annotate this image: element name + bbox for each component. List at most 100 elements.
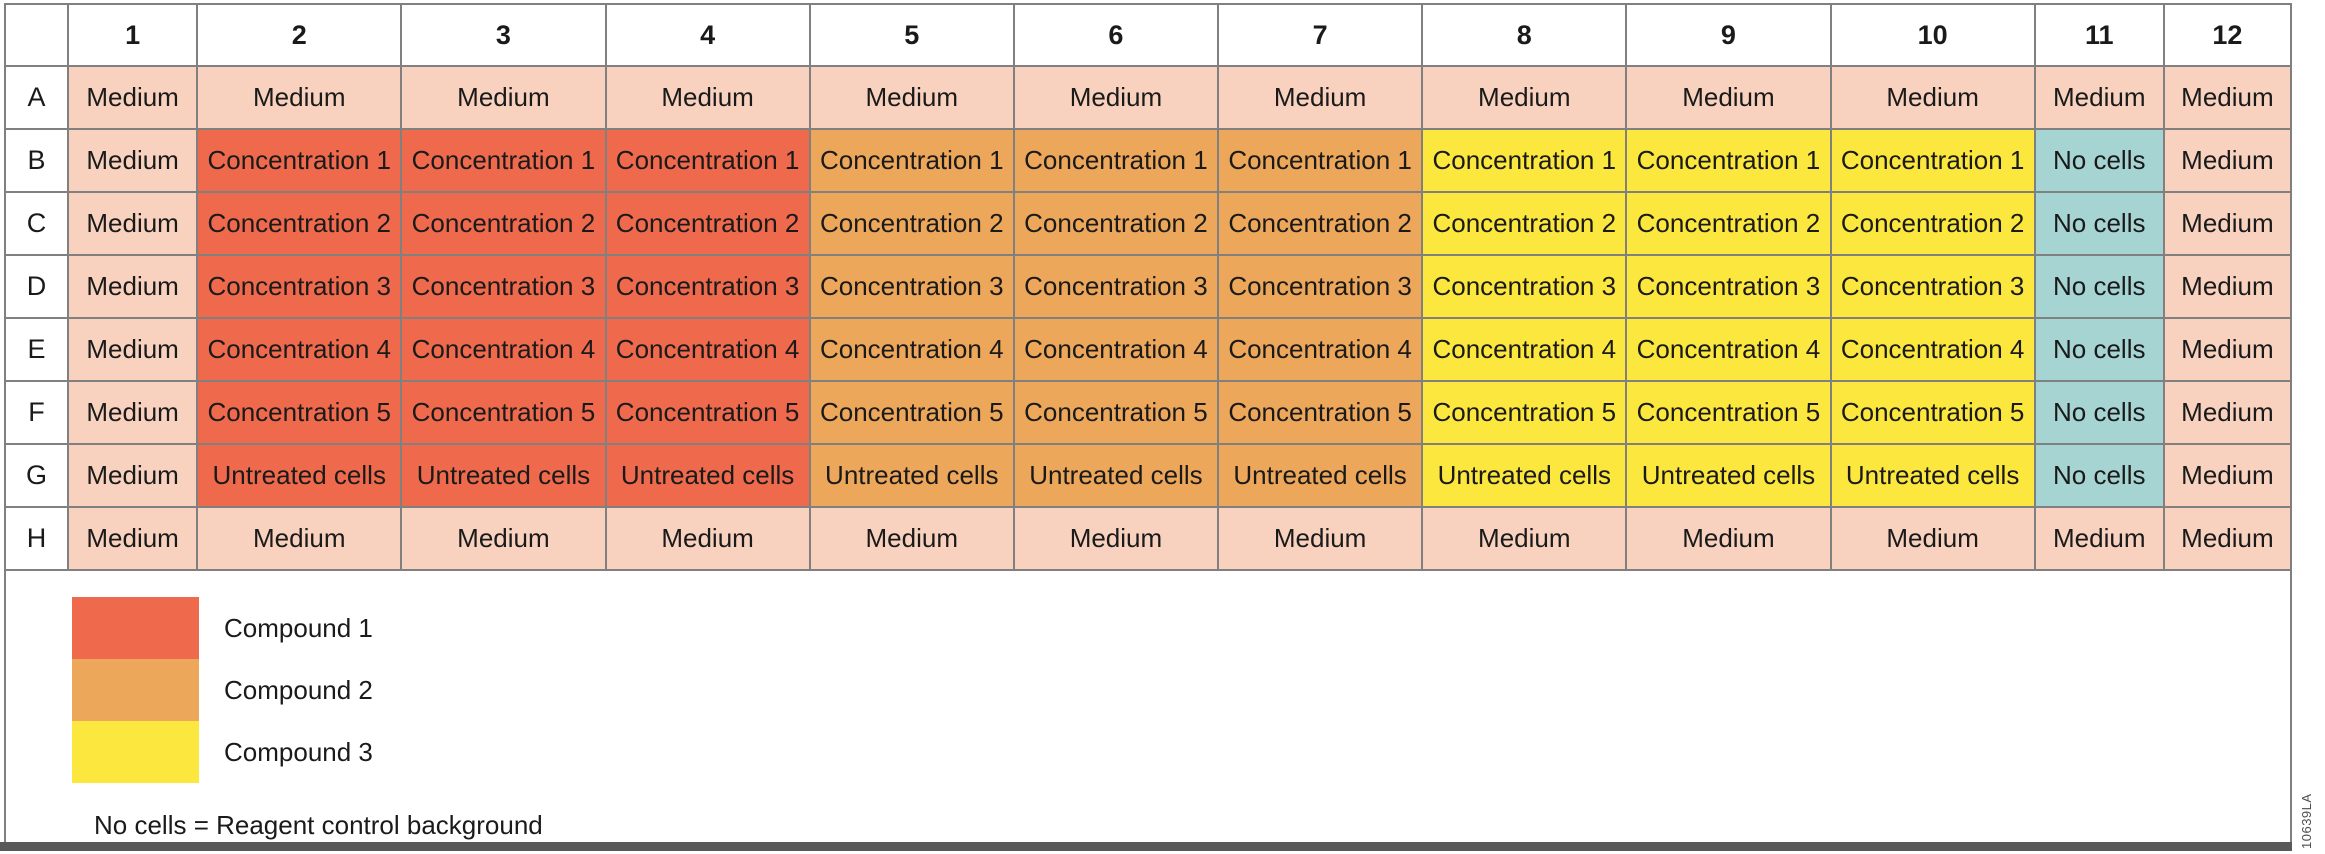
- plate-row-F: F Medium Concentration 5 Concentration 5 Con…: [3, 380, 2293, 445]
- well-C7: Concentration 2: [1217, 191, 1424, 256]
- well-H3: Medium: [400, 506, 607, 571]
- well-A2: Medium: [196, 65, 403, 130]
- plate-row-E: E Medium Concentration 4 Concentration 4 Con…: [3, 317, 2293, 382]
- well-E9: Concentration 4: [1625, 317, 1832, 382]
- well-C8: Concentration 2: [1421, 191, 1628, 256]
- well-E2: Concentration 4: [196, 317, 403, 382]
- plate-header: 1 2 3 4 5 6 7 8 9 10 11 12: [3, 3, 2293, 67]
- row-header-A: A: [3, 65, 70, 130]
- well-F2: Concentration 5: [196, 380, 403, 445]
- well-C1: Medium: [67, 191, 199, 256]
- well-C5: Concentration 2: [808, 191, 1015, 256]
- well-D8: Concentration 3: [1421, 254, 1628, 319]
- legend-item-2: Compound 2: [6, 659, 606, 721]
- plate-table: 1 2 3 4 5 6 7 8 9 10 11 12 A Medium Medium Medium Mediu…: [3, 3, 2293, 571]
- legend-swatch-compound2: [72, 659, 199, 721]
- well-A12: Medium: [2162, 65, 2293, 130]
- legend-swatch-compound3: [72, 721, 199, 783]
- plate-row-C: C Medium Concentration 2 Concentration 2 Con…: [3, 191, 2293, 256]
- well-C6: Concentration 2: [1012, 191, 1220, 256]
- well-B12: Medium: [2162, 128, 2293, 193]
- col-header-8: 8: [1421, 3, 1628, 67]
- well-B1: Medium: [67, 128, 199, 193]
- col-header-5: 5: [808, 3, 1015, 67]
- bottom-rule: [0, 842, 2292, 851]
- well-A1: Medium: [67, 65, 199, 130]
- well-E4: Concentration 4: [604, 317, 811, 382]
- figure-border-box: 1 2 3 4 5 6 7 8 9 10 11 12 A Medium Medium Medium Mediu…: [3, 3, 2293, 845]
- well-D9: Concentration 3: [1625, 254, 1832, 319]
- legend-item-1: Compound 1: [6, 597, 606, 659]
- well-G2: Untreated cells: [196, 443, 403, 508]
- col-header-1: 1: [67, 3, 199, 67]
- well-C3: Concentration 2: [400, 191, 607, 256]
- well-B8: Concentration 1: [1421, 128, 1628, 193]
- well-A4: Medium: [604, 65, 811, 130]
- well-G6: Untreated cells: [1012, 443, 1220, 508]
- well-A5: Medium: [808, 65, 1015, 130]
- well-E7: Concentration 4: [1217, 317, 1424, 382]
- well-E5: Concentration 4: [808, 317, 1015, 382]
- well-B10: Concentration 1: [1829, 128, 2036, 193]
- well-E6: Concentration 4: [1012, 317, 1220, 382]
- well-D10: Concentration 3: [1829, 254, 2036, 319]
- well-E10: Concentration 4: [1829, 317, 2036, 382]
- well-A9: Medium: [1625, 65, 1832, 130]
- well-H5: Medium: [808, 506, 1015, 571]
- well-F10: Concentration 5: [1829, 380, 2036, 445]
- well-D3: Concentration 3: [400, 254, 607, 319]
- well-H11: Medium: [2033, 506, 2165, 571]
- well-H10: Medium: [1829, 506, 2036, 571]
- col-header-4: 4: [604, 3, 811, 67]
- plate-row-H: H Medium Medium Medium Medium Medium Medium Med…: [3, 506, 2293, 571]
- row-header-G: G: [3, 443, 70, 508]
- legend-label: Compound 2: [224, 675, 373, 705]
- figure-id-watermark: 10639LA: [2299, 793, 2314, 849]
- well-F12: Medium: [2162, 380, 2293, 445]
- well-C9: Concentration 2: [1625, 191, 1832, 256]
- well-H4: Medium: [604, 506, 811, 571]
- well-D6: Concentration 3: [1012, 254, 1220, 319]
- well-F7: Concentration 5: [1217, 380, 1424, 445]
- col-header-12: 12: [2162, 3, 2293, 67]
- well-C4: Concentration 2: [604, 191, 811, 256]
- plate-row-D: D Medium Concentration 3 Concentration 3 Con…: [3, 254, 2293, 319]
- well-A8: Medium: [1421, 65, 1628, 130]
- plate-row-B: B Medium Concentration 1 Concentration 1 Con…: [3, 128, 2293, 193]
- plate-row-A: A Medium Medium Medium Medium Medium Medium Med…: [3, 65, 2293, 130]
- well-G5: Untreated cells: [808, 443, 1015, 508]
- well-F5: Concentration 5: [808, 380, 1015, 445]
- well-E12: Medium: [2162, 317, 2293, 382]
- well-A11: Medium: [2033, 65, 2165, 130]
- well-D4: Concentration 3: [604, 254, 811, 319]
- well-E11: No cells: [2033, 317, 2165, 382]
- col-header-9: 9: [1625, 3, 1832, 67]
- well-G4: Untreated cells: [604, 443, 811, 508]
- well-F1: Medium: [67, 380, 199, 445]
- col-header-2: 2: [196, 3, 403, 67]
- well-A10: Medium: [1829, 65, 2036, 130]
- well-F4: Concentration 5: [604, 380, 811, 445]
- header-row: 1 2 3 4 5 6 7 8 9 10 11 12: [3, 3, 2293, 67]
- well-B2: Concentration 1: [196, 128, 403, 193]
- col-header-6: 6: [1012, 3, 1220, 67]
- well-A7: Medium: [1217, 65, 1424, 130]
- well-B3: Concentration 1: [400, 128, 607, 193]
- well-H6: Medium: [1012, 506, 1220, 571]
- well-F9: Concentration 5: [1625, 380, 1832, 445]
- row-header-C: C: [3, 191, 70, 256]
- row-header-D: D: [3, 254, 70, 319]
- row-header-H: H: [3, 506, 70, 571]
- well-D11: No cells: [2033, 254, 2165, 319]
- well-G10: Untreated cells: [1829, 443, 2036, 508]
- row-header-F: F: [3, 380, 70, 445]
- well-G3: Untreated cells: [400, 443, 607, 508]
- well-F8: Concentration 5: [1421, 380, 1628, 445]
- well-B9: Concentration 1: [1625, 128, 1832, 193]
- legend-label: Compound 3: [224, 737, 373, 767]
- legend-item-3: Compound 3: [6, 721, 606, 783]
- well-F3: Concentration 5: [400, 380, 607, 445]
- col-header-3: 3: [400, 3, 607, 67]
- well-F6: Concentration 5: [1012, 380, 1220, 445]
